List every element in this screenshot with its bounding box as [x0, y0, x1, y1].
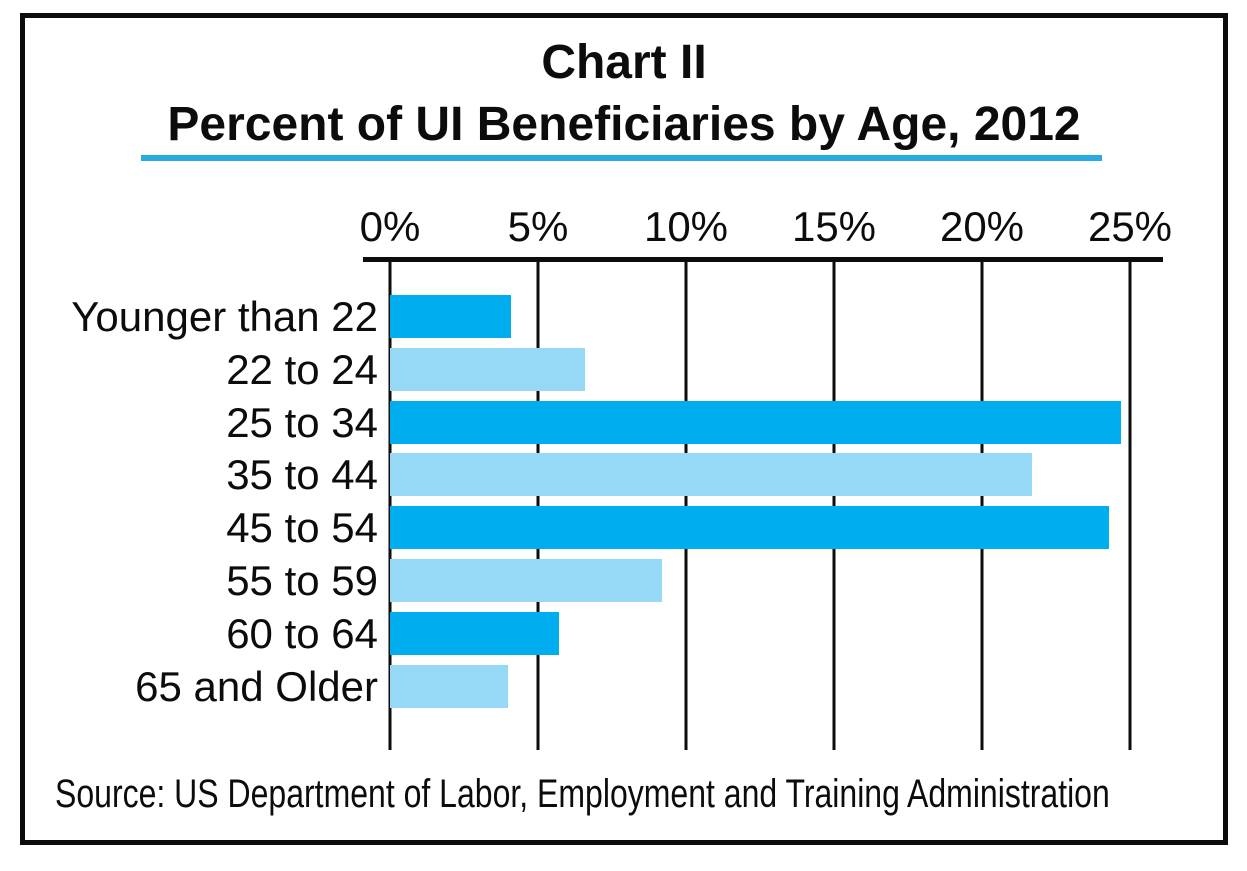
- bar-55-to-59: [390, 559, 663, 602]
- x-tick-0%: 0%: [359, 203, 421, 250]
- chart-frame: Chart II Percent of UI Beneficiaries by …: [20, 13, 1228, 845]
- x-tick-10%: 10%: [643, 203, 729, 250]
- chart-title-line2: Percent of UI Beneficiaries by Age, 2012: [167, 98, 1081, 151]
- bar-60-to-64: [390, 611, 559, 655]
- category-labels: Younger than 22 22 to 24 25 to 34 35 to 44 4…: [25, 257, 378, 750]
- x-tick-20%: 20%: [939, 203, 1025, 250]
- category-label-60-to-64: 60 to 64: [226, 609, 378, 657]
- x-axis-line: [363, 257, 1163, 262]
- category-label-younger-than-22: Younger than 22: [71, 293, 378, 340]
- x-tick-5%: 5%: [507, 203, 569, 250]
- category-label-45-to-54: 45 to 54: [226, 504, 378, 552]
- category-label-65-and-older: 65 and Older: [135, 662, 378, 710]
- bar-25-to-34: [390, 400, 1122, 444]
- gridline-20: [980, 257, 984, 750]
- x-tick-15%: 15%: [791, 203, 877, 250]
- x-axis-tick-labels: 0% 5% 10% 15% 20% 25%: [360, 202, 1172, 252]
- x-tick-25%: 25%: [1087, 203, 1173, 250]
- category-label-22-to-24: 22 to 24: [226, 345, 378, 393]
- plot-area: 0% 5% 10% 15% 20% 25% Younger than 22 22 to 24…: [25, 18, 1223, 840]
- gridline-5: [536, 257, 540, 750]
- category-label-35-to-44: 35 to 44: [226, 451, 378, 499]
- title-underline-rule: [141, 155, 1102, 161]
- gridline-25: [1128, 257, 1132, 750]
- bar-65-and-older: [390, 664, 509, 708]
- category-label-55-to-59: 55 to 59: [226, 557, 378, 604]
- gridline-15: [832, 257, 836, 750]
- bar-35-to-44: [390, 453, 1033, 497]
- chart-title-line1: Chart II: [541, 36, 707, 89]
- bar-younger-than-22: [390, 295, 512, 338]
- gridline-0: [388, 257, 392, 750]
- gridline-10: [684, 257, 688, 750]
- bar-22-to-24: [390, 347, 586, 391]
- source-note: Source: US Department of Labor, Employme…: [55, 772, 1110, 816]
- bar-45-to-54: [390, 506, 1110, 550]
- category-label-25-to-34: 25 to 34: [226, 398, 378, 446]
- chart-title: Chart II Percent of UI Beneficiaries by …: [25, 32, 1223, 156]
- gridlines-and-bars: [388, 257, 1132, 750]
